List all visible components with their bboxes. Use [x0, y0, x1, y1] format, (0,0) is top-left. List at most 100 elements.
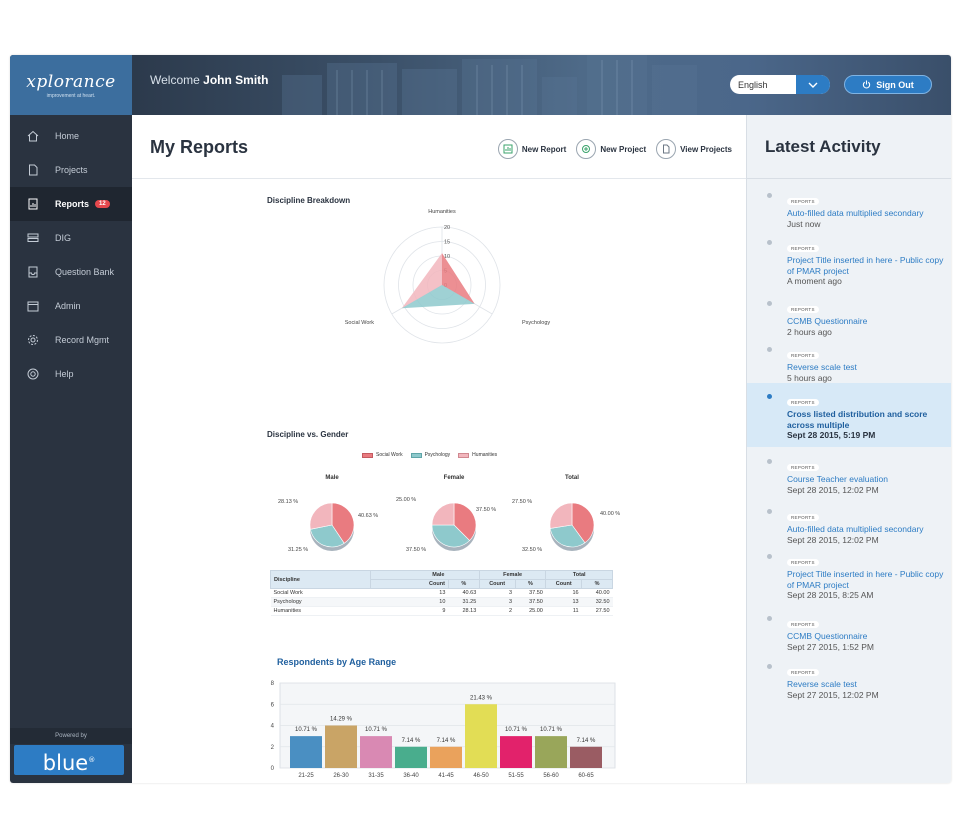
age-range-title: Respondents by Age Range: [277, 657, 397, 667]
pie-slice: [310, 524, 345, 548]
bar-value-label: 10.71 %: [295, 727, 318, 733]
activity-item-selected[interactable]: REPORTS Cross listed distribution and sc…: [747, 383, 951, 447]
y-tick-label: 4: [271, 724, 275, 730]
activity-item-time: Sept 28 2015, 5:19 PM: [787, 430, 876, 440]
sidebar-item-reports[interactable]: Reports 12: [10, 187, 132, 221]
activity-tag: REPORTS: [787, 464, 819, 471]
activity-item-title[interactable]: Reverse scale test: [787, 362, 857, 372]
pie-label: 37.50 %: [406, 547, 427, 553]
table-row: Social Work 13 40.63 3 37.50 16 40.00: [270, 588, 613, 598]
pie-slice: [431, 524, 470, 548]
pie-female: Female 25.00 % 37.50 % 37.50 %: [384, 475, 524, 575]
activity-item-time: 2 hours ago: [787, 326, 832, 337]
activity-item-title[interactable]: Project Title inserted in here - Public …: [787, 255, 944, 276]
activity-tag: REPORTS: [787, 306, 819, 313]
activity-item[interactable]: REPORTS Project Title inserted in here -…: [747, 229, 951, 295]
view-projects-label: View Projects: [680, 144, 732, 154]
radar-category-label: Humanities: [428, 209, 456, 215]
activity-item[interactable]: REPORTS Auto-filled data multiplied seco…: [747, 498, 951, 553]
bar-value-label: 10.71 %: [365, 727, 388, 733]
activity-item-time: Sept 27 2015, 1:52 PM: [787, 641, 874, 652]
document-icon: [26, 163, 40, 177]
chevron-down-icon[interactable]: [796, 75, 830, 94]
table-subheader: %: [581, 579, 613, 589]
radar-tick-label: 20: [444, 225, 450, 231]
sidebar-item-question-bank[interactable]: Question Bank: [10, 255, 132, 289]
table-cell: 16: [545, 588, 582, 598]
divider: [747, 178, 951, 179]
pie-legend: Social Work Psychology Humanities: [362, 452, 497, 458]
sidebar-item-label: Admin: [55, 301, 81, 311]
activity-item[interactable]: REPORTS Course Teacher evaluation Sept 2…: [747, 448, 951, 503]
activity-item[interactable]: REPORTS Project Title inserted in here -…: [747, 543, 951, 609]
activity-item-title[interactable]: Course Teacher evaluation: [787, 474, 888, 484]
activity-item[interactable]: REPORTS Reverse scale test Sept 27 2015,…: [747, 653, 951, 708]
y-tick-label: 6: [271, 702, 275, 708]
activity-tag: REPORTS: [787, 198, 819, 205]
activity-tag: REPORTS: [787, 245, 819, 252]
activity-item[interactable]: REPORTS Auto-filled data multiplied seco…: [747, 182, 951, 237]
sidebar-item-projects[interactable]: Projects: [10, 153, 132, 187]
activity-item-title[interactable]: CCMB Questionnaire: [787, 631, 868, 641]
sidebar-item-admin[interactable]: Admin: [10, 289, 132, 323]
legend-swatch: [362, 452, 373, 458]
activity-tag: REPORTS: [787, 621, 819, 628]
pie-title: Total: [565, 475, 579, 481]
activity-item-time: 5 hours ago: [787, 372, 832, 383]
activity-item[interactable]: REPORTS Reverse scale test 5 hours ago: [747, 336, 951, 391]
activity-item-time: A moment ago: [787, 276, 842, 286]
radar-category-label: Social Work: [345, 320, 374, 326]
powered-by-label: Powered by: [10, 728, 132, 744]
sidebar-item-record-mgmt[interactable]: Record Mgmt: [10, 323, 132, 357]
radar-area-psychology: [401, 285, 475, 309]
sign-out-button[interactable]: Sign Out: [844, 75, 932, 94]
activity-item[interactable]: REPORTS CCMB Questionnaire 2 hours ago: [747, 290, 951, 345]
header-banner: Welcome John Smith English Sign Out: [132, 55, 951, 115]
table-header: Discipline: [270, 570, 371, 589]
bar: [570, 746, 602, 768]
sidebar-item-home[interactable]: Home: [10, 119, 132, 153]
activity-item-title[interactable]: Auto-filled data multiplied secondary: [787, 524, 924, 534]
table-cell: 10: [370, 597, 449, 607]
building-illustration: [282, 55, 697, 115]
activity-item-title[interactable]: Auto-filled data multiplied secondary: [787, 208, 924, 218]
pie-slice: [549, 524, 586, 548]
brand-logo[interactable]: xplorance improvement at heart.: [10, 55, 132, 115]
activity-item-title[interactable]: CCMB Questionnaire: [787, 316, 868, 326]
sidebar-item-label: Question Bank: [55, 267, 115, 277]
radar-tick-label: 15: [444, 240, 450, 246]
activity-item-time: Just now: [787, 218, 821, 229]
table-cell: 37.50: [515, 588, 546, 598]
activity-item-title[interactable]: Cross listed distribution and score acro…: [787, 409, 928, 430]
language-value: English: [738, 79, 768, 90]
sidebar-item-dig[interactable]: DIG: [10, 221, 132, 255]
status-dot: [767, 347, 772, 352]
view-projects-icon: [656, 139, 677, 159]
sidebar-item-label: Reports: [55, 199, 90, 209]
y-tick-label: 0: [271, 766, 275, 772]
pie-label: 40.00 %: [600, 511, 621, 517]
x-tick-label: 36-40: [403, 773, 419, 779]
pie-slice: [309, 502, 333, 530]
bar-value-label: 7.14 %: [437, 738, 456, 744]
new-project-button[interactable]: New Project: [576, 139, 646, 159]
activity-item-title[interactable]: Project Title inserted in here - Public …: [787, 569, 944, 590]
view-projects-button[interactable]: View Projects: [656, 139, 732, 159]
sidebar-item-help[interactable]: Help: [10, 357, 132, 391]
radar-tick-label: 10: [444, 254, 450, 260]
activity-item[interactable]: REPORTS CCMB Questionnaire Sept 27 2015,…: [747, 605, 951, 660]
pie-slice: [571, 502, 595, 544]
table-cell: 37.50: [515, 597, 546, 607]
activity-title: Latest Activity: [765, 137, 881, 156]
sidebar-item-label: Help: [55, 369, 74, 379]
table-subheader: Count: [545, 579, 583, 589]
bar: [325, 725, 357, 768]
bar-value-label: 10.71 %: [540, 727, 563, 733]
language-select[interactable]: English: [730, 75, 830, 94]
table-cell: 40.63: [448, 588, 480, 598]
activity-item-title[interactable]: Reverse scale test: [787, 679, 857, 689]
blue-logo: blue®: [14, 745, 124, 775]
pie-title: Male: [325, 475, 339, 481]
new-report-button[interactable]: New Report: [497, 139, 566, 159]
pie-chart: [431, 502, 477, 551]
